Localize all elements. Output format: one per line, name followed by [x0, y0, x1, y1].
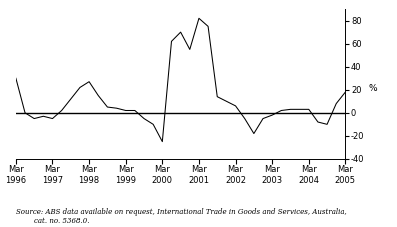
Text: Source: ABS data available on request, International Trade in Goods and Services: Source: ABS data available on request, I… [16, 207, 347, 225]
Y-axis label: %: % [368, 84, 377, 93]
